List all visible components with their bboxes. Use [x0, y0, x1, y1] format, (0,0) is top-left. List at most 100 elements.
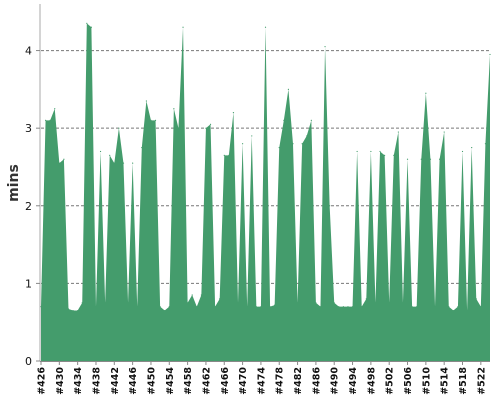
- data-point: [260, 306, 262, 308]
- data-point: [154, 119, 157, 122]
- data-point: [177, 127, 180, 129]
- data-point: [54, 108, 56, 110]
- data-point: [200, 294, 202, 296]
- data-point: [365, 298, 367, 300]
- x-tick-label: #478: [275, 367, 286, 395]
- data-point: [191, 294, 193, 296]
- data-point: [168, 306, 170, 308]
- y-tick-label: 0: [25, 355, 32, 368]
- y-axis-title: mins: [6, 164, 22, 202]
- data-point: [127, 302, 129, 304]
- data-point: [475, 298, 477, 300]
- data-point: [324, 46, 326, 48]
- data-point: [489, 53, 491, 56]
- data-point: [81, 302, 83, 304]
- x-tick-label: #454: [165, 367, 176, 395]
- data-point: [301, 143, 303, 145]
- data-point: [457, 306, 459, 308]
- x-tick-label: #486: [311, 367, 322, 395]
- x-tick-label: #458: [183, 367, 194, 395]
- x-tick-label: #502: [385, 367, 396, 395]
- data-point: [214, 306, 216, 308]
- x-tick-label: #510: [421, 367, 432, 395]
- data-point: [402, 302, 404, 304]
- data-point: [118, 127, 120, 129]
- data-point: [255, 306, 257, 308]
- x-tick-label: #446: [128, 367, 139, 395]
- data-point: [113, 162, 115, 164]
- data-point: [150, 119, 152, 122]
- data-point: [296, 302, 299, 304]
- y-tick-label: 2: [25, 200, 32, 213]
- data-point: [49, 119, 51, 122]
- y-tick-label: 3: [25, 122, 32, 135]
- x-tick-label: #434: [73, 367, 84, 395]
- data-point: [95, 306, 97, 308]
- data-point: [342, 306, 344, 308]
- data-point: [274, 304, 276, 306]
- data-point: [141, 146, 143, 149]
- data-point: [370, 150, 372, 153]
- data-point: [434, 306, 436, 308]
- data-point: [333, 302, 335, 304]
- data-point: [443, 131, 445, 133]
- data-point: [63, 158, 65, 160]
- data-point: [439, 158, 441, 160]
- data-point: [159, 306, 161, 308]
- data-point: [448, 306, 450, 308]
- data-point: [164, 309, 166, 312]
- data-point: [44, 119, 47, 122]
- y-tick-label: 1: [25, 277, 32, 290]
- data-point: [379, 150, 381, 153]
- x-tick-label: #494: [348, 367, 359, 395]
- x-tick-label: #482: [293, 367, 304, 395]
- data-point: [182, 26, 184, 28]
- data-point: [484, 143, 487, 145]
- x-tick-label: #490: [330, 367, 341, 395]
- data-point: [223, 154, 225, 156]
- y-tick-labels: 0 1 2 3 4: [25, 45, 40, 368]
- data-point: [187, 302, 189, 304]
- data-point: [58, 162, 60, 164]
- x-tick-label: #518: [458, 367, 469, 395]
- data-point: [232, 112, 235, 114]
- data-point: [361, 306, 363, 308]
- data-point: [471, 146, 473, 149]
- data-point: [347, 306, 349, 308]
- data-point: [461, 150, 464, 153]
- x-tick-label: #514: [440, 367, 451, 395]
- series-area: [41, 23, 490, 362]
- data-point: [411, 306, 413, 308]
- x-tick-label: #450: [146, 367, 157, 395]
- data-point: [356, 150, 358, 153]
- data-point: [283, 119, 285, 122]
- data-point: [425, 92, 427, 94]
- x-tick-label: #442: [110, 367, 121, 395]
- series-area-group: [40, 22, 491, 362]
- data-point: [269, 306, 271, 308]
- data-point: [292, 143, 294, 145]
- data-point: [384, 154, 386, 156]
- data-point: [246, 306, 248, 308]
- data-point: [237, 302, 239, 304]
- data-point: [429, 158, 432, 160]
- data-point: [109, 154, 111, 156]
- data-point: [196, 306, 198, 308]
- data-point: [319, 306, 322, 308]
- data-point: [219, 298, 221, 300]
- data-point: [338, 306, 340, 308]
- x-tick-label: #466: [220, 367, 231, 395]
- data-point: [420, 158, 422, 160]
- data-point: [136, 306, 138, 308]
- data-point: [466, 309, 468, 312]
- y-tick-label: 4: [25, 45, 32, 58]
- data-point: [264, 26, 267, 28]
- data-point: [241, 143, 244, 145]
- x-tick-labels: #426 #430 #434 #438 #442 #446 #450 #454 #458 #462…: [37, 362, 487, 395]
- data-point: [397, 131, 399, 133]
- x-tick-label: #426: [37, 367, 48, 395]
- data-point: [388, 302, 390, 304]
- data-point: [351, 306, 354, 308]
- data-point: [480, 306, 482, 308]
- data-point: [122, 162, 125, 164]
